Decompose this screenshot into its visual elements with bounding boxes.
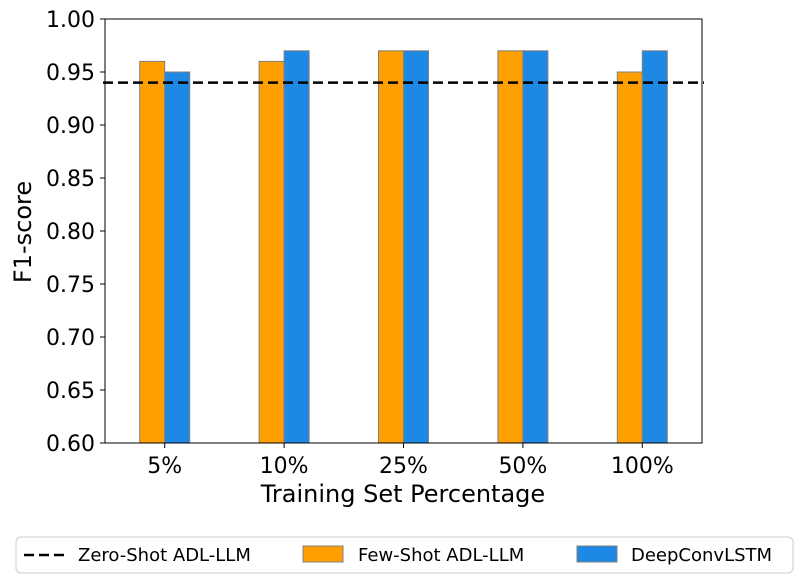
bar-few-shot-adl-llm-50pct xyxy=(497,50,524,444)
bar-few-shot-adl-llm-10pct xyxy=(258,60,285,444)
x-tick-label: 100% xyxy=(611,454,674,479)
y-tick-label: 1.00 xyxy=(46,8,95,33)
bar-group xyxy=(139,50,668,444)
bar-deepconvlstm-50pct xyxy=(522,50,549,444)
bar-few-shot-adl-llm-5pct xyxy=(139,60,166,444)
plot-frame xyxy=(104,18,703,444)
x-tick-label: 10% xyxy=(260,454,309,479)
legend-label-few-shot: Few-Shot ADL-LLM xyxy=(358,545,524,566)
legend-swatch-few-shot xyxy=(302,545,344,563)
x-axis: 5% 10% 25% 50% 100% xyxy=(147,443,674,479)
y-tick-label: 0.65 xyxy=(46,379,95,404)
x-tick-label: 25% xyxy=(379,454,428,479)
y-axis-label: F1-score xyxy=(9,181,37,283)
y-tick-label: 0.90 xyxy=(46,114,95,139)
x-tick-label: 5% xyxy=(147,454,182,479)
y-tick-label: 0.70 xyxy=(46,326,95,351)
legend: Zero-Shot ADL-LLM Few-Shot ADL-LLM DeepC… xyxy=(15,536,794,574)
bar-deepconvlstm-100pct xyxy=(641,50,668,444)
bar-few-shot-adl-llm-100pct xyxy=(616,71,643,444)
bar-few-shot-adl-llm-25pct xyxy=(378,50,404,444)
legend-swatch-deepconvlstm xyxy=(576,545,618,563)
y-axis: 0.60 0.65 0.70 0.75 0.80 0.85 0.90 0.95 1.00 xyxy=(46,8,105,457)
y-tick-label: 0.95 xyxy=(46,61,95,86)
legend-label-zero-shot: Zero-Shot ADL-LLM xyxy=(78,545,251,566)
y-tick-label: 0.60 xyxy=(46,432,95,457)
bar-deepconvlstm-25pct xyxy=(403,50,429,444)
x-tick-label: 50% xyxy=(498,454,547,479)
x-axis-label: Training Set Percentage xyxy=(260,480,545,508)
y-tick-label: 0.75 xyxy=(46,273,95,298)
y-tick-label: 0.85 xyxy=(46,167,95,192)
y-tick-label: 0.80 xyxy=(46,220,95,245)
bar-deepconvlstm-5pct xyxy=(164,71,191,444)
bar-deepconvlstm-10pct xyxy=(283,50,310,444)
legend-label-deepconvlstm: DeepConvLSTM xyxy=(631,545,772,566)
